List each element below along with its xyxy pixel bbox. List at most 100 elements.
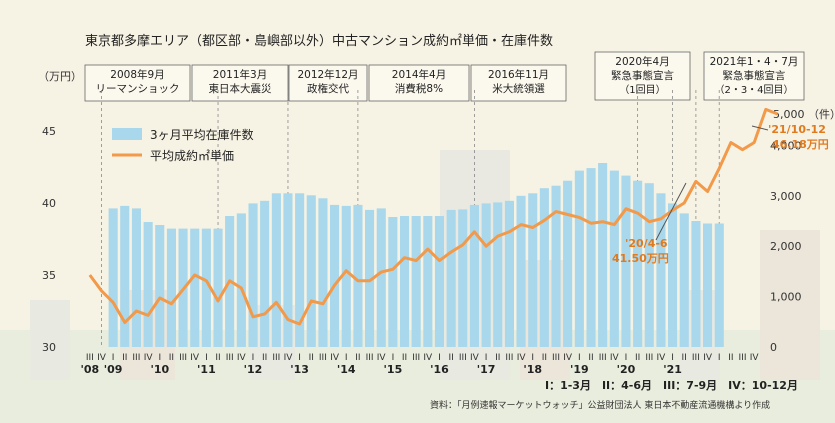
inventory-bar: [493, 202, 503, 347]
quarter-legend: I：1-3月 II：4-6月 III：7-9月 IV：10-12月: [545, 379, 798, 392]
quarter-tick-label: IV: [610, 353, 620, 363]
quarter-tick-label: II: [402, 353, 407, 363]
callout-2112-pointer: [751, 125, 769, 131]
inventory-bar: [248, 203, 258, 347]
quarter-tick-label: I: [392, 353, 395, 363]
quarter-tick-label: III: [739, 353, 747, 363]
inventory-bar: [551, 185, 561, 347]
inventory-bar: [504, 200, 514, 347]
year-tick-label: '18: [523, 363, 542, 376]
year-tick-label: '13: [290, 363, 309, 376]
right-axis-unit: （件）: [808, 108, 835, 121]
quarter-tick-label: I: [158, 353, 161, 363]
legend-bar-label: 3ヶ月平均在庫件数: [150, 127, 254, 142]
inventory-bar: [155, 225, 165, 347]
inventory-bar: [656, 193, 666, 347]
event-box: [470, 64, 567, 102]
inventory-bar: [481, 203, 491, 347]
quarter-tick-label: II: [309, 353, 314, 363]
quarter-tick-label: II: [448, 353, 453, 363]
quarter-tick-label: I: [531, 353, 534, 363]
quarter-tick-label: II: [542, 353, 547, 363]
inventory-bar: [295, 193, 305, 347]
event-box: [288, 64, 368, 102]
right-tick-label: 4,000: [770, 139, 802, 152]
quarter-tick-label: III: [599, 353, 607, 363]
quarter-tick-label: IV: [97, 353, 107, 363]
year-tick-label: '14: [337, 363, 356, 376]
quarter-tick-label: I: [112, 353, 115, 363]
inventory-bar: [283, 193, 293, 347]
event-line1: 2021年1・4・7月: [710, 55, 799, 68]
year-tick-label: '20: [617, 363, 636, 376]
event-box: [191, 64, 289, 102]
right-tick-label: 1,000: [770, 291, 802, 304]
right-tick-label: 2,000: [770, 240, 802, 253]
inventory-bar: [609, 170, 619, 347]
quarter-tick-label: IV: [750, 353, 760, 363]
quarter-tick-label: III: [132, 353, 140, 363]
event-line1: 2020年4月: [615, 55, 669, 68]
quarter-tick-label: I: [718, 353, 721, 363]
inventory-bar: [318, 198, 328, 347]
quarter-tick-label: I: [345, 353, 348, 363]
quarter-tick-label: III: [412, 353, 420, 363]
event-line1: 2012年12月: [297, 68, 358, 81]
event-box: [594, 51, 691, 101]
inventory-bar: [469, 204, 479, 347]
inventory-bar: [574, 170, 584, 347]
inventory-bar: [586, 168, 596, 347]
inventory-bar: [271, 193, 281, 347]
inventory-bar: [376, 208, 386, 347]
year-tick-label: '10: [150, 363, 169, 376]
event-line3: （1回目）: [619, 84, 665, 96]
quarter-tick-label: I: [671, 353, 674, 363]
quarter-tick-label: I: [485, 353, 488, 363]
callout-2004-pointer: [655, 182, 687, 241]
inventory-bar: [679, 213, 689, 347]
inventory-bar: [143, 222, 153, 347]
inventory-bar: [108, 208, 118, 347]
quarter-tick-label: II: [682, 353, 687, 363]
inventory-bar: [260, 200, 270, 347]
quarter-tick-label: I: [578, 353, 581, 363]
event-box: [84, 64, 191, 102]
quarter-tick-label: IV: [377, 353, 387, 363]
quarter-tick-label: I: [298, 353, 301, 363]
quarter-tick-label: II: [355, 353, 360, 363]
year-tick-label: '11: [197, 363, 216, 376]
event-line2: 消費税8%: [395, 82, 443, 95]
year-tick-label: '08: [80, 363, 99, 376]
inventory-bar: [423, 216, 433, 347]
left-axis-unit: （万円）: [38, 70, 82, 83]
inventory-bar: [131, 208, 141, 347]
year-tick-label: '12: [244, 363, 263, 376]
event-box: [703, 51, 805, 101]
source-note: 資料：「月例速報マーケットウォッチ」公益財団法人 東日本不動産流通機構より作成: [430, 399, 770, 411]
inventory-bar: [516, 195, 526, 347]
inventory-bar: [458, 209, 468, 347]
callout-2004-value: 41.50万円: [612, 252, 669, 265]
quarter-tick-label: II: [169, 353, 174, 363]
right-tick-label: 0: [770, 341, 777, 354]
event-line2: 東日本大震災: [209, 82, 272, 95]
callout-2004-date: '20/4-6: [625, 237, 668, 250]
quarter-tick-label: III: [552, 353, 560, 363]
event-line2: 政権交代: [307, 82, 349, 95]
quarter-tick-label: IV: [563, 353, 573, 363]
quarter-tick-label: IV: [190, 353, 200, 363]
quarter-tick-label: IV: [284, 353, 294, 363]
inventory-bar: [306, 195, 316, 347]
quarter-tick-label: IV: [656, 353, 666, 363]
inventory-bar: [213, 228, 223, 347]
quarter-tick-label: II: [122, 353, 127, 363]
quarter-tick-label: II: [728, 353, 733, 363]
event-line2: リーマンショック: [96, 83, 180, 95]
quarter-tick-label: IV: [144, 353, 154, 363]
quarter-tick-label: III: [645, 353, 653, 363]
inventory-bar: [703, 223, 713, 347]
inventory-bar: [330, 204, 340, 347]
inventory-bar: [528, 193, 538, 347]
